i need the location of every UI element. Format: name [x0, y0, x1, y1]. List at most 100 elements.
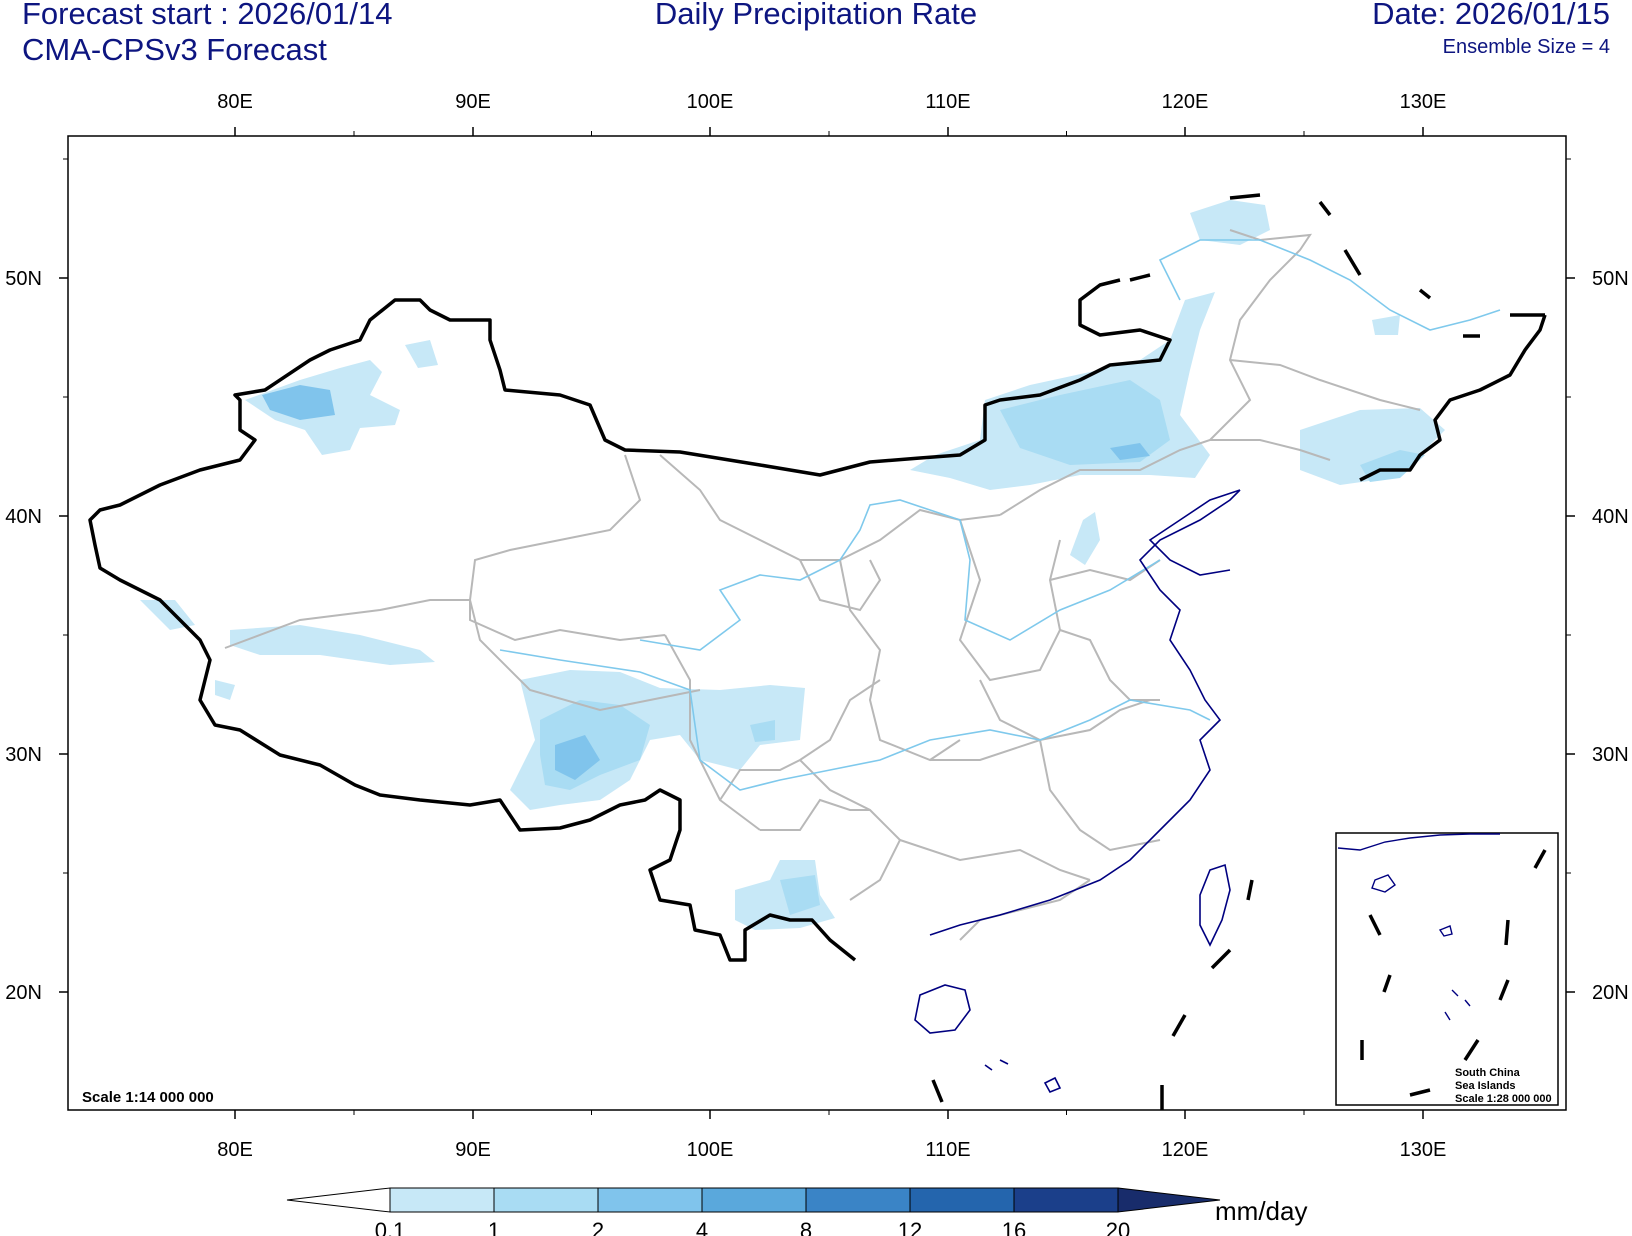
precip-core-liaoning: [1360, 450, 1425, 482]
precip-core-yunnan: [780, 875, 820, 915]
valid-date-label: Date: 2026/01/15: [1372, 0, 1610, 31]
colorbar: 0.1 1 2 4 8 12 16 20 mm/day: [286, 1187, 1307, 1236]
border-ninedash-1: [1246, 879, 1254, 901]
national-border: [88, 193, 1547, 1110]
colorbar-level-label: 12: [898, 1218, 922, 1236]
colorbar-level-label: 8: [800, 1218, 812, 1236]
longitude-ticks: 80E 80E 90E 90E 100E 100E 110E 110E 120E 120E 130E…: [217, 91, 1446, 1161]
boundary-anhui-jiangsu: [1059, 629, 1160, 701]
lon-label-top: 130E: [1400, 91, 1447, 113]
precip-spot-qinghai: [750, 720, 775, 742]
colorbar-box: [805, 1187, 911, 1213]
inset-frame: [1335, 832, 1559, 1106]
lon-label-bottom: 130E: [1400, 1139, 1447, 1161]
bohai-coast: [1148, 489, 1241, 576]
boundary-yunnan-guizhou: [760, 798, 870, 831]
precip-area-ngari: [215, 680, 235, 700]
colorbar-box: [701, 1187, 807, 1213]
lon-label-top: 80E: [217, 91, 253, 113]
south-china-sea-inset: [1335, 832, 1559, 1106]
songhua-river: [1158, 239, 1501, 331]
rivers: [499, 239, 1501, 791]
precip-area-heilongjiang: [1372, 315, 1400, 335]
boundary-jiangxi-fujian: [1039, 739, 1161, 852]
boundary-guangdong-guangxi: [959, 879, 1091, 941]
border-korea: [1359, 314, 1547, 482]
boundary-hubei-anhui: [979, 679, 1041, 741]
boundary-jilin-heilongjiang: [1229, 359, 1421, 411]
model-name-label: CMA-CPSv3 Forecast: [22, 32, 327, 67]
border-ninedash-3: [1171, 1014, 1187, 1037]
precip-peak-inner-mongolia: [1110, 443, 1150, 460]
boundary-shandong: [1049, 559, 1161, 582]
colorbar-box: [389, 1187, 495, 1213]
map-title: Daily Precipitation Rate: [654, 0, 978, 31]
province-boundaries: [224, 229, 1421, 941]
colorbar-low-arrow: [286, 1187, 391, 1213]
coastline: [914, 489, 1241, 1094]
lat-label-left: 40N: [5, 506, 42, 528]
colorbar-labels: 0.1 1 2 4 8 12 16 20: [375, 1218, 1131, 1236]
inset-ninedash: [1360, 849, 1547, 1097]
lon-label-bottom: 120E: [1162, 1139, 1209, 1161]
lon-label-bottom: 90E: [455, 1139, 491, 1161]
boundary-ningxia-gansu: [799, 559, 882, 612]
hainan-island: [914, 984, 971, 1034]
precip-peak-tibet-east: [555, 735, 600, 780]
precip-core-north-xinjiang: [262, 385, 335, 420]
latitude-ticks: 50N 50N 40N 40N 30N 30N 20N 20N: [5, 158, 1629, 1004]
boundary-xinjiang-gansu: [469, 454, 642, 601]
boundary-shanxi-hebei: [958, 519, 1062, 682]
lon-label-top: 100E: [687, 91, 734, 113]
ensemble-size-label: Ensemble Size = 4: [1442, 36, 1610, 58]
boundary-jilin-liaoning: [1210, 439, 1331, 461]
boundary-qinghai-tibet: [469, 599, 701, 712]
colorbar-level-label: 1: [488, 1218, 500, 1236]
lat-label-left: 30N: [5, 744, 42, 766]
colorbar-level-label: 16: [1002, 1218, 1026, 1236]
map-scale-label: Scale 1:14 000 000: [82, 1089, 214, 1106]
boundary-gansu-neimenggu: [659, 454, 1001, 561]
colorbar-level-label: 20: [1106, 1218, 1130, 1236]
precip-area-liaoning: [1300, 408, 1445, 485]
lon-label-top: 120E: [1162, 91, 1209, 113]
boundary-sichuan-tibet: [664, 634, 761, 831]
precip-area-kunlun: [230, 625, 435, 665]
inset-scale-label: Scale 1:28 000 000: [1455, 1093, 1552, 1105]
precip-core-inner-mongolia: [1000, 380, 1170, 465]
inset-coast: [1337, 833, 1500, 1021]
colorbar-unit: mm/day: [1215, 1196, 1307, 1226]
lat-label-right: 20N: [1592, 982, 1629, 1004]
inset-caption-line1: South China: [1455, 1067, 1521, 1079]
lon-label-bottom: 100E: [687, 1139, 734, 1161]
precip-area-northeast: [1190, 200, 1270, 245]
lon-label-bottom: 110E: [925, 1139, 970, 1161]
boundary-xinjiang-tibet: [224, 599, 666, 649]
boundary-neimenggu-east: [999, 229, 1313, 516]
lat-label-right: 50N: [1592, 268, 1629, 290]
taiwan-island: [1199, 863, 1231, 947]
lon-label-bottom: 80E: [217, 1139, 253, 1161]
colorbar-level-label: 4: [696, 1218, 708, 1236]
yellow-river: [639, 499, 1161, 651]
precip-area-north-china: [1070, 512, 1100, 565]
colorbar-boxes: [389, 1187, 1119, 1213]
lat-label-right: 30N: [1592, 744, 1629, 766]
border-ninedash-2: [1210, 948, 1232, 970]
precipitation-shading: [140, 200, 1445, 930]
lat-label-right: 40N: [1592, 506, 1629, 528]
boundary-hunan-guangxi: [899, 839, 1091, 881]
border-northeast: [1129, 193, 1545, 338]
boundary-yunnan-sichuan: [719, 679, 881, 801]
colorbar-level-label: 0.1: [375, 1218, 406, 1236]
colorbar-box: [909, 1187, 1015, 1213]
boundary-henan-hubei: [930, 699, 1151, 761]
lon-label-top: 90E: [455, 91, 491, 113]
boundary-shaanxi: [839, 559, 961, 762]
border-north-west: [88, 278, 1172, 962]
yangtze-river: [499, 649, 1211, 791]
boundary-chongqing-guizhou: [799, 759, 902, 901]
colorbar-box: [597, 1187, 703, 1213]
colorbar-box: [493, 1187, 599, 1213]
